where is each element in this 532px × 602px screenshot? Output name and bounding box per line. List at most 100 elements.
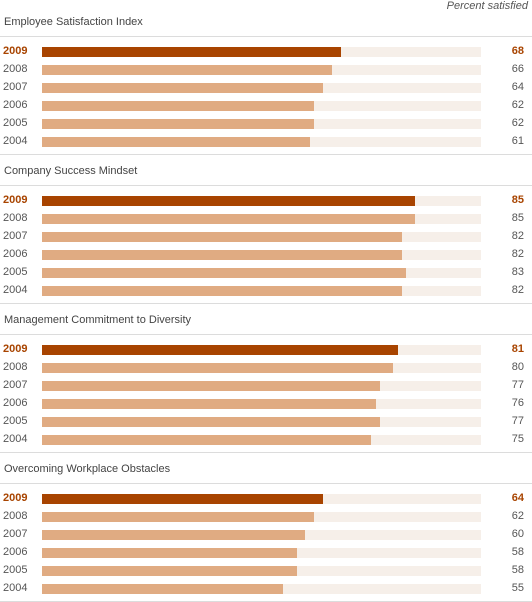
bar	[42, 363, 394, 373]
category-label: 2004	[3, 582, 28, 594]
bar-track	[42, 548, 481, 558]
bar	[42, 566, 297, 576]
data-label: 82	[511, 284, 524, 296]
bar-track	[42, 345, 481, 355]
chart-title: Company Success Mindset	[4, 165, 138, 177]
bar-track	[42, 381, 481, 391]
divider	[0, 36, 532, 37]
bar	[42, 196, 416, 206]
data-label: 80	[511, 361, 524, 373]
bar-row: 2007 60	[0, 526, 532, 544]
bar-row: 2009 68	[0, 43, 532, 61]
bar-track	[42, 196, 481, 206]
bar-row: 2004 75	[0, 431, 532, 449]
bar-track	[42, 83, 481, 93]
bar-track	[42, 566, 481, 576]
bar-row: 2007 64	[0, 79, 532, 97]
bar-track	[42, 47, 481, 57]
data-label: 75	[511, 433, 524, 445]
data-label: 58	[511, 546, 524, 558]
chart-title: Management Commitment to Diversity	[4, 314, 192, 326]
divider	[0, 483, 532, 484]
bar-row: 2008 66	[0, 61, 532, 79]
data-label: 82	[511, 230, 524, 242]
chart-unit-note: Percent satisfied	[446, 0, 528, 12]
data-label: 62	[511, 99, 524, 111]
data-label: 68	[511, 45, 524, 57]
bar-track	[42, 101, 481, 111]
category-label: 2007	[3, 379, 28, 391]
data-label: 64	[511, 492, 524, 504]
bar	[42, 530, 306, 540]
bar-row: 2005 58	[0, 562, 532, 580]
chart-panel: Overcoming Workplace Obstacles 2009 64 2008…	[0, 447, 532, 602]
category-label: 2006	[3, 99, 28, 111]
category-label: 2006	[3, 397, 28, 409]
bar-row: 2008 85	[0, 210, 532, 228]
category-label: 2006	[3, 546, 28, 558]
data-label: 76	[511, 397, 524, 409]
bar-track	[42, 399, 481, 409]
bar	[42, 548, 297, 558]
bar-track	[42, 119, 481, 129]
divider	[0, 452, 532, 453]
bar-row: 2007 82	[0, 228, 532, 246]
bar	[42, 65, 332, 75]
category-label: 2005	[3, 117, 28, 129]
data-label: 61	[511, 135, 524, 147]
bar-row: 2005 77	[0, 413, 532, 431]
category-label: 2009	[3, 45, 28, 57]
category-label: 2009	[3, 492, 28, 504]
bar-row: 2009 81	[0, 341, 532, 359]
bar	[42, 399, 376, 409]
category-label: 2005	[3, 415, 28, 427]
divider	[0, 303, 532, 304]
bar-track	[42, 494, 481, 504]
bar-track	[42, 530, 481, 540]
category-label: 2004	[3, 284, 28, 296]
data-label: 85	[511, 212, 524, 224]
bar	[42, 232, 402, 242]
bar	[42, 417, 381, 427]
bar-row: 2009 85	[0, 192, 532, 210]
category-label: 2008	[3, 510, 28, 522]
bar-row: 2007 77	[0, 377, 532, 395]
divider	[0, 185, 532, 186]
bar	[42, 268, 407, 278]
category-label: 2008	[3, 361, 28, 373]
bar-row: 2009 64	[0, 490, 532, 508]
bar-row: 2004 61	[0, 133, 532, 151]
data-label: 81	[511, 343, 524, 355]
data-label: 85	[511, 194, 524, 206]
bar-row: 2006 82	[0, 246, 532, 264]
bar	[42, 345, 398, 355]
bar	[42, 435, 372, 445]
bar-row: 2006 58	[0, 544, 532, 562]
bar-track	[42, 417, 481, 427]
data-label: 66	[511, 63, 524, 75]
bar-track	[42, 512, 481, 522]
bar-track	[42, 286, 481, 296]
bar-row: 2004 82	[0, 282, 532, 300]
bar-row: 2008 80	[0, 359, 532, 377]
bar	[42, 512, 315, 522]
category-label: 2005	[3, 564, 28, 576]
bar	[42, 214, 416, 224]
bar	[42, 119, 315, 129]
bar	[42, 101, 315, 111]
data-label: 77	[511, 415, 524, 427]
bar-track	[42, 363, 481, 373]
bar-track	[42, 250, 481, 260]
chart-panel: Employee Satisfaction Index 2009 68 2008 66 2…	[0, 0, 532, 155]
data-label: 82	[511, 248, 524, 260]
bar	[42, 381, 381, 391]
divider	[0, 154, 532, 155]
bar-track	[42, 65, 481, 75]
data-label: 64	[511, 81, 524, 93]
divider	[0, 334, 532, 335]
bar-track	[42, 232, 481, 242]
bar-row: 2006 62	[0, 97, 532, 115]
bar-track	[42, 214, 481, 224]
bar-track	[42, 435, 481, 445]
chart-panel: Management Commitment to Diversity 2009 81…	[0, 298, 532, 453]
